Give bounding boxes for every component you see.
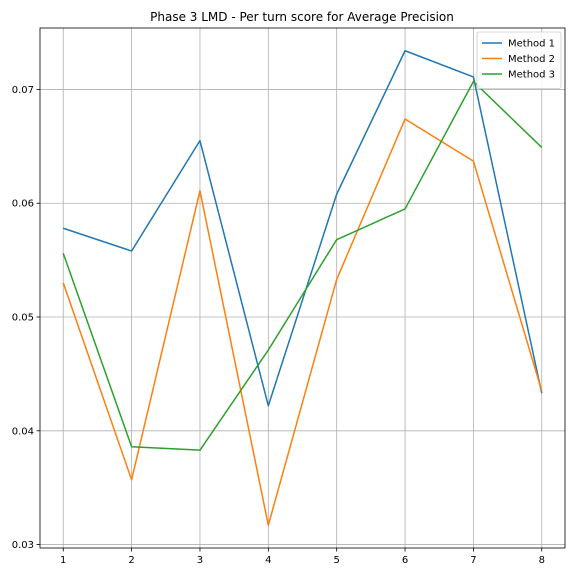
grid [40, 28, 565, 548]
x-tick-label: 2 [128, 555, 134, 566]
series-lines [62, 50, 543, 526]
x-tick-label: 1 [60, 555, 66, 566]
plot-frame [39, 27, 566, 549]
x-tick-label: 8 [539, 555, 545, 566]
x-tick-label: 6 [402, 555, 408, 566]
series-line-method-2 [62, 118, 543, 526]
y-tick-label: 0.03 [12, 540, 34, 551]
chart-title: Phase 3 LMD - Per turn score for Average… [150, 10, 454, 24]
series-line-method-3 [62, 80, 543, 451]
legend-label: Method 2 [508, 54, 555, 65]
x-tick-label: 4 [265, 555, 271, 566]
y-tick-label: 0.06 [12, 199, 34, 210]
x-tick-label: 7 [470, 555, 476, 566]
legend-label: Method 3 [508, 70, 555, 81]
legend: Method 1 Method 2 Method 3 [476, 31, 562, 89]
y-tick-label: 0.07 [12, 85, 34, 96]
axes: 1 2 3 4 5 6 7 8 0.03 0.04 0.05 0.06 0.07 [12, 27, 566, 566]
y-tick-label: 0.05 [12, 313, 34, 324]
x-tick-label: 3 [197, 555, 203, 566]
legend-label: Method 1 [508, 39, 555, 50]
y-tick-label: 0.04 [12, 426, 34, 437]
series-line-method-1 [63, 50, 543, 407]
x-tick-label: 5 [333, 555, 339, 566]
